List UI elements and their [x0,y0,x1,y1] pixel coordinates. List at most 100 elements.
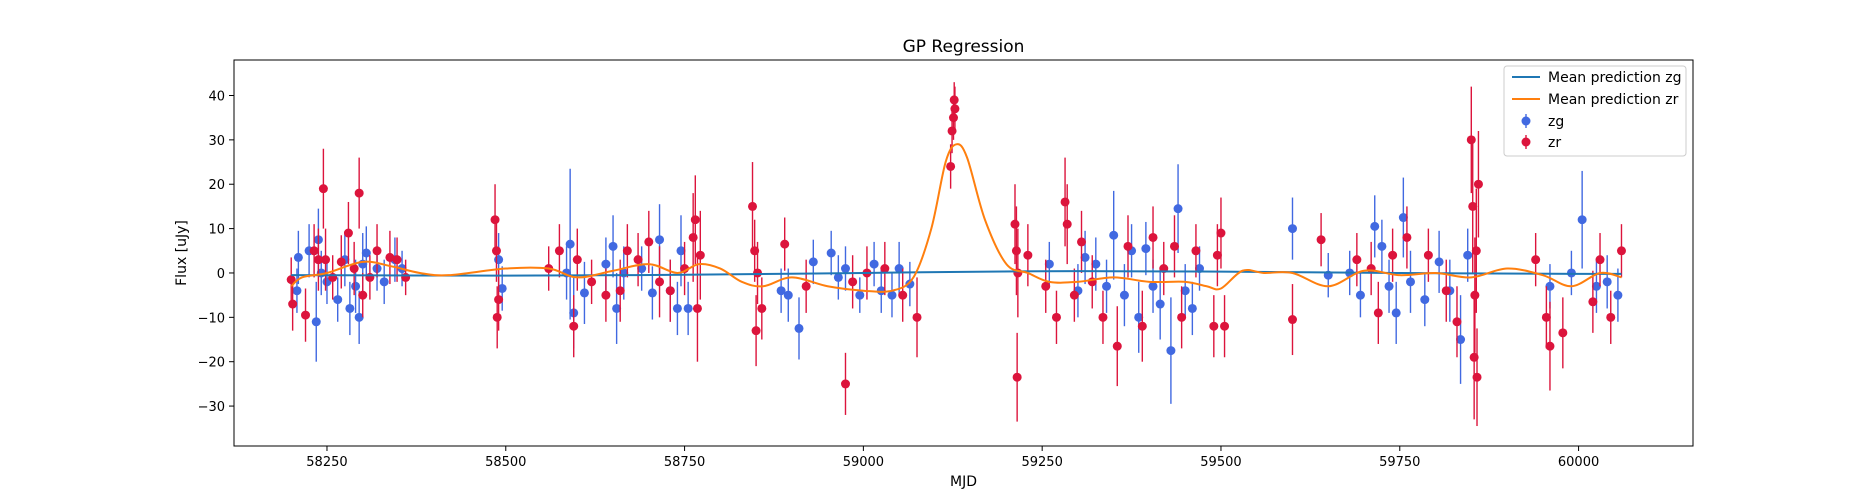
zr-point [1060,197,1070,207]
zr-point [318,184,328,194]
zg-point [833,272,843,282]
x-tick-label: 59000 [843,455,884,470]
zg-point [311,317,321,327]
zr-point [753,268,763,278]
zg-point [497,283,507,293]
zr-point [665,286,675,296]
zr-point [1011,246,1021,256]
legend-label-zr-mean: Mean prediction zr [1548,92,1679,108]
zr-point [801,281,811,291]
zr-point [1112,341,1122,351]
y-tick-label: 20 [208,178,225,193]
zr-point [301,310,311,320]
zr-point [1423,250,1433,260]
zr-point [354,188,364,198]
zg-point [808,257,818,267]
zg-point [565,239,575,249]
x-axis: 58250 58500 58750 59000 59250 59500 59750 60000 [306,446,1599,470]
zg-point [1434,257,1444,267]
zr-point [392,255,402,265]
zg-point [494,255,504,265]
zg-point [855,290,865,300]
zr-point [1452,317,1462,327]
zr-point [1388,250,1398,260]
y-tick-label: −30 [198,400,225,415]
zr-point [1177,312,1187,322]
zr-point [572,255,582,265]
zr-point [880,264,890,274]
zg-point [840,264,850,274]
zr-point [1616,246,1626,256]
zr-point [1098,312,1108,322]
zr-point [372,246,382,256]
zg-point [1591,281,1601,291]
zr-point [1558,328,1568,338]
zr-point [948,113,958,123]
zr-point [336,257,346,267]
zg-point [676,246,686,256]
zr-point [1137,321,1147,331]
zg-point [1155,299,1165,309]
zg-point [333,295,343,305]
zg-point [894,264,904,274]
zr-point [587,277,597,287]
zg-point [783,290,793,300]
zg-point [608,241,618,251]
zg-point [345,303,355,313]
zr-point [1077,237,1087,247]
zg-point [876,286,886,296]
zg-point [683,303,693,313]
zg-point [1173,204,1183,214]
zg-point [1180,286,1190,296]
zg-point [1044,259,1054,269]
zg-point [1187,303,1197,313]
legend-zg-marker [1521,116,1531,126]
zr-point [365,272,375,282]
zr-point [1402,232,1412,242]
zr-point [321,255,331,265]
y-tick-label: 10 [208,223,225,238]
zg-point [1613,290,1623,300]
zr-point [492,312,502,322]
zr-point [1606,312,1616,322]
zr-point [688,232,698,242]
x-tick-label: 58250 [306,455,347,470]
zg-point [1398,213,1408,223]
zg-point [1577,215,1587,225]
zg-series [292,164,1623,404]
y-tick-label: 0 [217,267,225,282]
zr-point [385,252,395,262]
zg-point [826,248,836,258]
chart-title: GP Regression [903,37,1025,57]
zr-point [751,326,761,336]
zg-point [1602,277,1612,287]
zr-point [1062,219,1072,229]
zg-point [637,264,647,274]
zg-point [1134,312,1144,322]
zr-point [633,255,643,265]
zr-point [1212,250,1222,260]
x-tick-label: 60000 [1558,455,1599,470]
zg-point [1102,281,1112,291]
zr-series [286,82,1626,427]
zr-point [491,246,501,256]
x-tick-label: 59250 [1021,455,1062,470]
x-tick-label: 58500 [485,455,526,470]
zr-point [622,246,632,256]
zg-point [1109,230,1119,240]
zg-point [354,312,364,322]
zr-point [644,237,654,247]
zg-point [869,259,879,269]
zr-point [748,201,758,211]
zr-point [757,303,767,313]
legend-label-zg-mean: Mean prediction zg [1548,70,1682,86]
zr-point [949,95,959,105]
zr-point [1209,321,1219,331]
zg-point [351,281,361,291]
zg-point [1545,281,1555,291]
x-axis-label: MJD [950,474,977,490]
zg-point [1384,281,1394,291]
zg-point [579,288,589,298]
y-tick-label: −10 [198,311,225,326]
zg-point [1141,244,1151,254]
